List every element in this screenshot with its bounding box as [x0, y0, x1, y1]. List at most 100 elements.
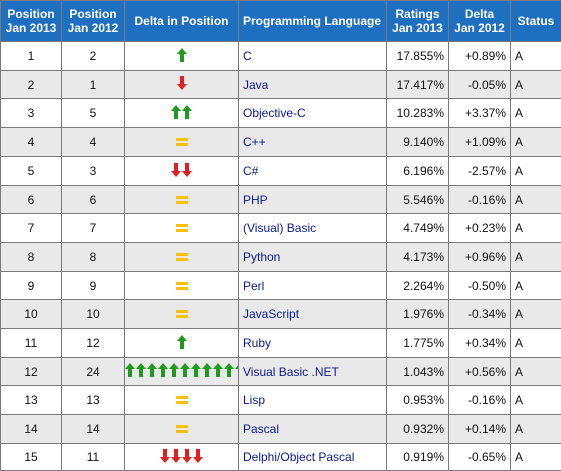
header-position-2013[interactable]: Position Jan 2013: [1, 1, 62, 42]
status-cell: A: [511, 42, 561, 71]
position-2013-cell: 11: [1, 329, 62, 358]
delta-indicator: [176, 196, 188, 204]
rating-cell: 4.173%: [387, 243, 449, 272]
delta-indicator: [176, 396, 188, 404]
status-cell: A: [511, 214, 561, 243]
position-2013-cell: 15: [1, 444, 62, 471]
delta-indicator: [176, 253, 188, 261]
rating-cell: 1.775%: [387, 329, 449, 358]
equal-icon: [176, 310, 188, 318]
header-delta-line1: Delta: [449, 7, 510, 21]
position-2012-cell: 24: [62, 358, 125, 386]
delta-cell: +0.23%: [449, 214, 511, 243]
header-delta[interactable]: Delta Jan 2012: [449, 1, 511, 42]
status-cell: A: [511, 415, 561, 444]
arrow-down-icon: [177, 76, 187, 90]
delta-indicator: [125, 363, 239, 377]
delta-position-cell: [125, 128, 239, 157]
position-2012-cell: 10: [62, 300, 125, 329]
position-2012-cell: 12: [62, 329, 125, 358]
status-cell: A: [511, 71, 561, 99]
delta-cell: -0.34%: [449, 300, 511, 329]
position-2012-cell: 13: [62, 386, 125, 415]
position-2012-cell: 6: [62, 186, 125, 214]
arrow-down-icon: [171, 449, 181, 463]
status-cell: A: [511, 99, 561, 128]
language-cell: PHP: [239, 186, 387, 214]
header-status[interactable]: Status: [511, 1, 561, 42]
position-2013-cell: 2: [1, 71, 62, 99]
delta-position-cell: [125, 42, 239, 71]
rating-cell: 0.932%: [387, 415, 449, 444]
delta-cell: +1.09%: [449, 128, 511, 157]
position-2012-cell: 4: [62, 128, 125, 157]
position-2012-cell: 2: [62, 42, 125, 71]
delta-position-cell: [125, 329, 239, 358]
position-2013-cell: 8: [1, 243, 62, 272]
delta-cell: -2.57%: [449, 157, 511, 186]
arrow-up-icon: [136, 363, 146, 377]
delta-indicator: [176, 310, 188, 318]
position-2013-cell: 6: [1, 186, 62, 214]
equal-icon: [176, 138, 188, 146]
language-cell: JavaScript: [239, 300, 387, 329]
header-position-2012[interactable]: Position Jan 2012: [62, 1, 125, 42]
language-cell: (Visual) Basic: [239, 214, 387, 243]
header-ratings-line1: Ratings: [387, 7, 448, 21]
arrow-up-icon: [125, 363, 135, 377]
rating-cell: 6.196%: [387, 157, 449, 186]
language-cell: C++: [239, 128, 387, 157]
arrow-up-icon: [158, 363, 168, 377]
delta-cell: -0.05%: [449, 71, 511, 99]
header-delta-position[interactable]: Delta in Position: [125, 1, 239, 42]
header-position-2013-line2: Jan 2013: [1, 21, 61, 35]
header-delta-line2: Jan 2012: [449, 21, 510, 35]
delta-indicator: [176, 282, 188, 290]
delta-position-cell: [125, 272, 239, 300]
language-cell: C: [239, 42, 387, 71]
delta-position-cell: [125, 157, 239, 186]
equal-icon: [176, 425, 188, 433]
delta-indicator: [176, 425, 188, 433]
rating-cell: 1.976%: [387, 300, 449, 329]
language-cell: Delphi/Object Pascal: [239, 444, 387, 471]
header-ratings-line2: Jan 2013: [387, 21, 448, 35]
delta-cell: -0.16%: [449, 186, 511, 214]
language-cell: C#: [239, 157, 387, 186]
delta-position-cell: [125, 243, 239, 272]
delta-cell: -0.16%: [449, 386, 511, 415]
header-position-2012-line2: Jan 2012: [62, 21, 124, 35]
language-cell: Perl: [239, 272, 387, 300]
position-2013-cell: 1: [1, 42, 62, 71]
status-cell: A: [511, 444, 561, 471]
arrow-up-icon: [213, 363, 223, 377]
rating-cell: 9.140%: [387, 128, 449, 157]
position-2012-cell: 5: [62, 99, 125, 128]
language-cell: Python: [239, 243, 387, 272]
language-cell: Pascal: [239, 415, 387, 444]
delta-cell: +0.14%: [449, 415, 511, 444]
status-cell: A: [511, 386, 561, 415]
arrow-down-icon: [182, 449, 192, 463]
equal-icon: [176, 396, 188, 404]
delta-indicator: [177, 48, 187, 62]
header-language[interactable]: Programming Language: [239, 1, 387, 42]
position-2012-cell: 11: [62, 444, 125, 471]
language-cell: Java: [239, 71, 387, 99]
language-cell: Visual Basic .NET: [239, 358, 387, 386]
position-2013-cell: 12: [1, 358, 62, 386]
equal-icon: [176, 253, 188, 261]
delta-cell: +0.96%: [449, 243, 511, 272]
arrow-up-icon: [191, 363, 201, 377]
arrow-up-icon: [169, 363, 179, 377]
arrow-up-icon: [202, 363, 212, 377]
header-ratings[interactable]: Ratings Jan 2013: [387, 1, 449, 42]
